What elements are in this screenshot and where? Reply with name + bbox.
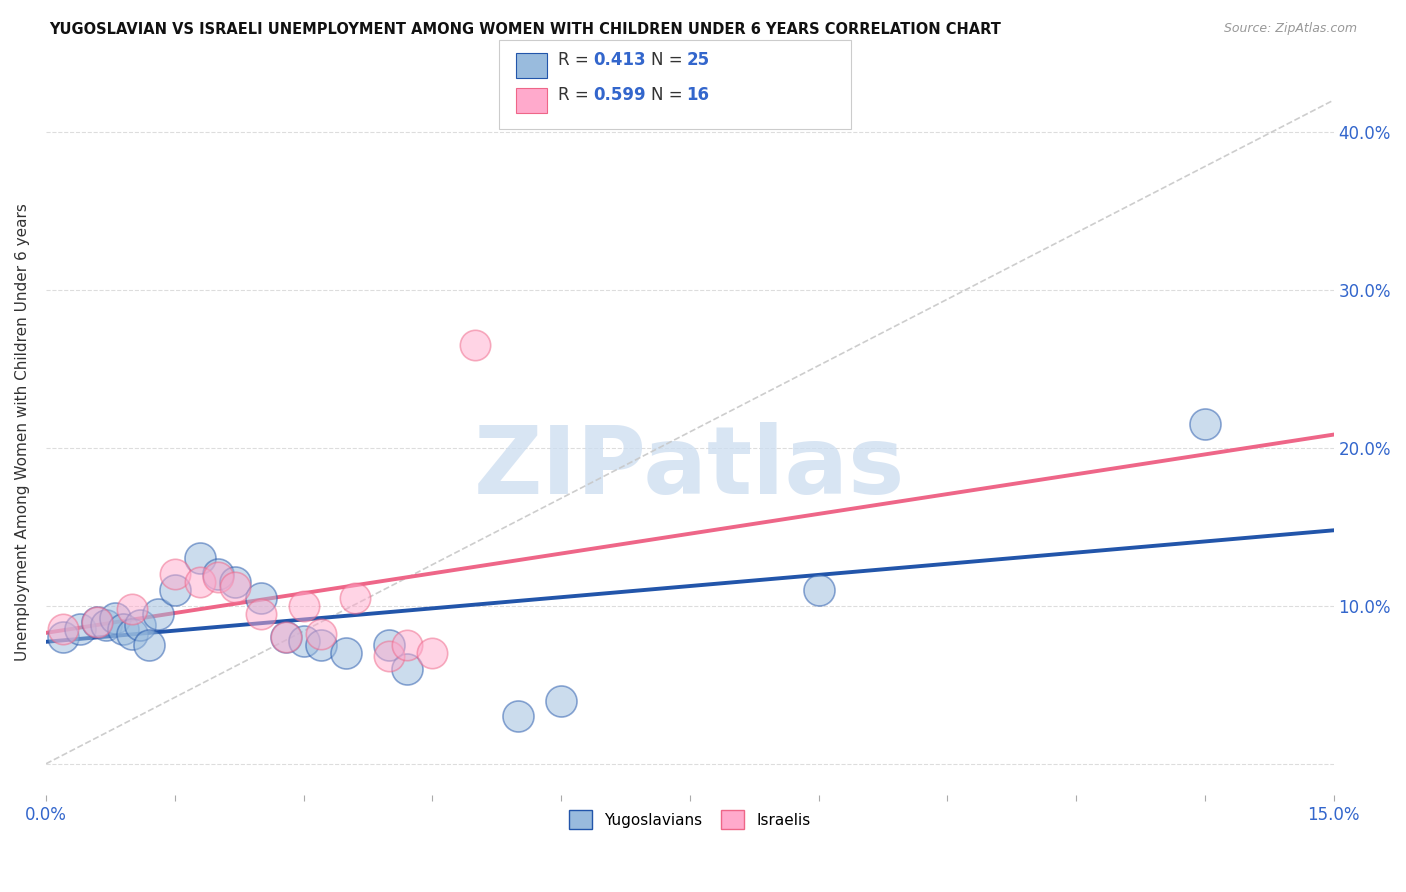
Point bbox=[121, 602, 143, 616]
Point bbox=[207, 567, 229, 582]
Point bbox=[86, 615, 108, 629]
Point bbox=[163, 582, 186, 597]
Point bbox=[420, 646, 443, 660]
Point bbox=[146, 607, 169, 621]
Point bbox=[1194, 417, 1216, 431]
Point bbox=[292, 599, 315, 613]
Point bbox=[129, 617, 152, 632]
Point bbox=[207, 570, 229, 584]
Point bbox=[190, 551, 212, 566]
Point bbox=[508, 709, 530, 723]
Text: N =: N = bbox=[651, 87, 688, 104]
Text: R =: R = bbox=[558, 51, 595, 69]
Point bbox=[309, 638, 332, 652]
Point bbox=[249, 607, 271, 621]
Point bbox=[249, 591, 271, 605]
Text: Source: ZipAtlas.com: Source: ZipAtlas.com bbox=[1223, 22, 1357, 36]
Point bbox=[378, 649, 401, 664]
Point bbox=[292, 633, 315, 648]
Point bbox=[395, 662, 418, 676]
Point bbox=[52, 623, 75, 637]
Point bbox=[343, 591, 366, 605]
Point bbox=[112, 623, 135, 637]
Point bbox=[138, 638, 160, 652]
Point bbox=[86, 615, 108, 629]
Text: 25: 25 bbox=[686, 51, 709, 69]
Point bbox=[69, 623, 91, 637]
Point bbox=[335, 646, 357, 660]
Point bbox=[52, 631, 75, 645]
Point bbox=[104, 611, 127, 625]
Point bbox=[163, 567, 186, 582]
Y-axis label: Unemployment Among Women with Children Under 6 years: Unemployment Among Women with Children U… bbox=[15, 203, 30, 661]
Text: R =: R = bbox=[558, 87, 595, 104]
Text: N =: N = bbox=[651, 51, 688, 69]
Legend: Yugoslavians, Israelis: Yugoslavians, Israelis bbox=[564, 805, 817, 835]
Point bbox=[550, 693, 572, 707]
Text: 0.413: 0.413 bbox=[593, 51, 645, 69]
Point bbox=[807, 582, 830, 597]
Point bbox=[276, 631, 298, 645]
Point bbox=[276, 631, 298, 645]
Point bbox=[190, 575, 212, 590]
Text: YUGOSLAVIAN VS ISRAELI UNEMPLOYMENT AMONG WOMEN WITH CHILDREN UNDER 6 YEARS CORR: YUGOSLAVIAN VS ISRAELI UNEMPLOYMENT AMON… bbox=[49, 22, 1001, 37]
Point bbox=[395, 638, 418, 652]
Point bbox=[94, 617, 117, 632]
Text: 0.599: 0.599 bbox=[593, 87, 645, 104]
Point bbox=[378, 638, 401, 652]
Point bbox=[224, 575, 246, 590]
Point bbox=[309, 627, 332, 641]
Point bbox=[121, 627, 143, 641]
Point bbox=[224, 580, 246, 594]
Text: 16: 16 bbox=[686, 87, 709, 104]
Text: ZIPatlas: ZIPatlas bbox=[474, 422, 905, 515]
Point bbox=[464, 338, 486, 352]
